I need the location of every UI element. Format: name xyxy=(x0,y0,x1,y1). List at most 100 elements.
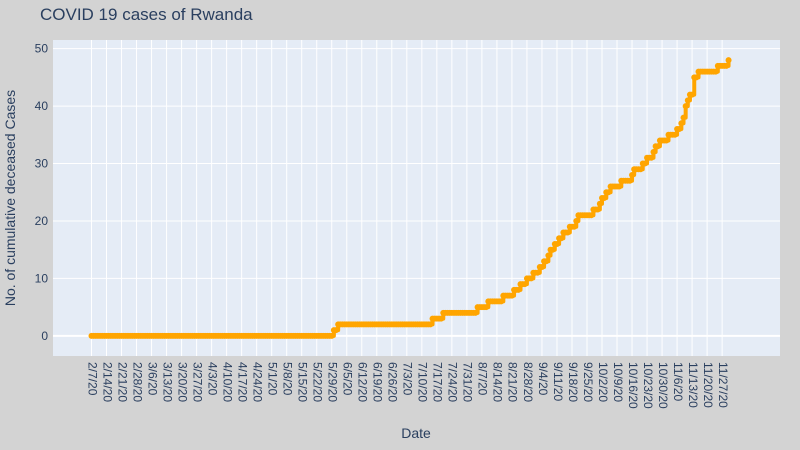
x-tick-label: 7/10/20 xyxy=(416,362,430,402)
data-point xyxy=(521,281,528,288)
x-tick-label: 5/22/20 xyxy=(311,362,325,402)
data-point xyxy=(549,246,556,253)
data-point xyxy=(427,321,434,328)
x-tick-label: 10/16/20 xyxy=(626,362,640,409)
x-tick-label: 2/14/20 xyxy=(100,362,114,402)
data-point xyxy=(616,183,623,190)
data-point xyxy=(538,263,545,270)
x-tick-label: 7/31/20 xyxy=(461,362,475,402)
data-point xyxy=(712,68,719,75)
data-point xyxy=(648,154,655,161)
x-tick-label: 6/26/20 xyxy=(386,362,400,402)
data-point xyxy=(678,120,685,127)
y-axis-label: No. of cumulative deceased Cases xyxy=(2,90,18,306)
data-point xyxy=(641,160,648,167)
x-tick-label: 4/24/20 xyxy=(250,362,264,402)
x-tick-label: 7/17/20 xyxy=(431,362,445,402)
data-point xyxy=(684,97,691,104)
x-axis-label: Date xyxy=(401,425,431,441)
data-point xyxy=(605,189,612,196)
x-tick-label: 8/28/20 xyxy=(521,362,535,402)
x-tick-label: 5/1/20 xyxy=(266,362,280,396)
x-tick-label: 11/13/20 xyxy=(686,362,700,408)
y-tick-label: 40 xyxy=(35,99,49,113)
x-tick-label: 6/12/20 xyxy=(356,362,370,402)
data-point xyxy=(725,57,732,64)
data-point xyxy=(498,298,505,305)
data-point xyxy=(601,195,608,201)
data-point xyxy=(626,177,633,184)
x-tick-label: 7/24/20 xyxy=(446,362,460,402)
data-point xyxy=(693,74,700,81)
x-tick-label: 5/8/20 xyxy=(281,362,295,396)
data-point xyxy=(545,252,552,259)
x-tick-label: 4/3/20 xyxy=(205,362,219,396)
data-point xyxy=(637,166,644,173)
x-tick-label: 10/23/20 xyxy=(641,362,655,409)
x-tick-label: 2/7/20 xyxy=(85,362,99,396)
x-tick-label: 9/4/20 xyxy=(536,362,550,396)
x-tick-label: 7/3/20 xyxy=(401,362,415,396)
data-point xyxy=(528,275,535,282)
data-point xyxy=(508,292,515,299)
data-point xyxy=(558,235,565,242)
x-tick-label: 9/11/20 xyxy=(551,362,565,401)
y-tick-label: 50 xyxy=(35,42,49,56)
data-point xyxy=(571,223,578,230)
x-tick-label: 4/17/20 xyxy=(235,362,249,402)
x-tick-label: 11/20/20 xyxy=(701,362,715,408)
chart-title: COVID 19 cases of Rwanda xyxy=(40,5,253,24)
x-tick-label: 3/27/20 xyxy=(190,362,204,402)
data-point xyxy=(654,143,661,150)
data-point xyxy=(723,62,730,69)
data-point xyxy=(629,172,636,179)
data-point xyxy=(676,126,683,133)
data-point xyxy=(671,131,678,138)
x-gridlines xyxy=(91,40,723,356)
data-point xyxy=(472,309,479,316)
series-layer xyxy=(88,57,732,339)
data-point xyxy=(333,327,340,334)
x-tick-label: 10/2/20 xyxy=(596,362,610,402)
x-tick-label: 9/18/20 xyxy=(566,362,580,402)
data-point xyxy=(483,304,490,311)
data-point xyxy=(573,217,580,224)
x-tick-label: 9/25/20 xyxy=(581,362,595,402)
y-tick-labels: 0 10 20 30 40 50 xyxy=(35,42,49,343)
data-point xyxy=(515,286,522,293)
x-tick-label: 3/20/20 xyxy=(175,362,189,402)
y-tick-label: 0 xyxy=(41,329,48,343)
x-tick-label: 10/30/20 xyxy=(656,362,670,409)
x-tick-labels: 2/7/20 2/14/20 2/21/20 2/28/20 3/6/20 3/13/20… xyxy=(85,362,730,409)
data-point xyxy=(596,200,603,207)
data-point xyxy=(663,137,670,144)
data-point xyxy=(650,149,657,156)
data-point xyxy=(564,229,571,236)
x-tick-label: 10/9/20 xyxy=(611,362,625,402)
data-point xyxy=(588,212,595,219)
data-point xyxy=(689,91,696,98)
x-tick-label: 11/6/20 xyxy=(671,362,685,401)
x-tick-label: 3/6/20 xyxy=(145,362,159,396)
data-point xyxy=(594,206,601,213)
x-tick-label: 8/14/20 xyxy=(491,362,505,402)
x-tick-label: 4/10/20 xyxy=(220,362,234,402)
x-tick-label: 6/5/20 xyxy=(341,362,355,396)
x-tick-label: 8/7/20 xyxy=(476,362,490,396)
data-point xyxy=(438,315,445,322)
data-point xyxy=(534,269,541,276)
x-tick-label: 3/13/20 xyxy=(160,362,174,402)
plot-background xyxy=(53,40,780,356)
y-tick-label: 10 xyxy=(35,271,49,285)
x-tick-label: 5/15/20 xyxy=(296,362,310,402)
x-tick-label: 8/21/20 xyxy=(506,362,520,402)
x-tick-label: 6/19/20 xyxy=(371,362,385,402)
x-tick-label: 5/29/20 xyxy=(326,362,340,402)
data-point xyxy=(543,258,550,265)
data-point xyxy=(680,114,687,121)
x-tick-label: 11/27/20 xyxy=(716,362,730,408)
x-tick-label: 2/28/20 xyxy=(130,362,144,402)
data-point xyxy=(553,240,560,247)
